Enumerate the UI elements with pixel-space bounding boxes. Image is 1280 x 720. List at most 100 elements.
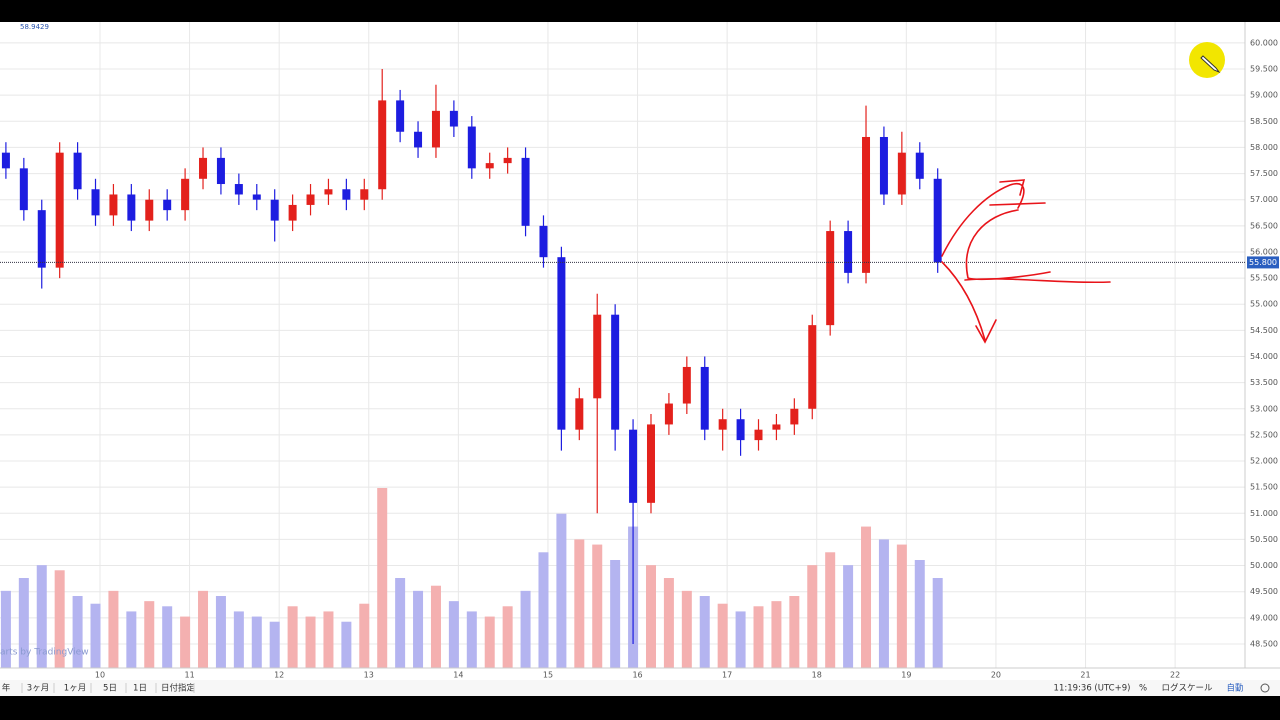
y-tick-label: 51.000 bbox=[1250, 509, 1278, 518]
candle-body bbox=[19, 168, 28, 211]
volume-bar bbox=[359, 603, 370, 668]
y-tick-label: 49.500 bbox=[1250, 587, 1278, 596]
toolbar bbox=[0, 680, 1280, 696]
volume-bar bbox=[287, 606, 298, 668]
range-button[interactable]: 3ヶ月 bbox=[27, 684, 49, 694]
annotation bbox=[941, 179, 1111, 344]
y-tick-label: 53.000 bbox=[1250, 404, 1278, 413]
y-tick-label: 50.500 bbox=[1250, 535, 1278, 544]
volume-bar bbox=[448, 601, 459, 668]
y-tick-label: 59.500 bbox=[1250, 65, 1278, 74]
toolbar-items: 年 3ヶ月 1ヶ月 5日 1日 日付指定 11:19:36 (UTC+9)% ログスケール 自動 bbox=[2, 683, 1270, 694]
candle-body bbox=[682, 366, 691, 404]
y-tick-label: 56.000 bbox=[1250, 247, 1278, 256]
volume-bar bbox=[735, 611, 746, 668]
pencil-cursor bbox=[1200, 55, 1221, 74]
watermark: arts by TradingView bbox=[0, 648, 89, 658]
candle-body bbox=[808, 325, 817, 409]
volume-bar bbox=[574, 539, 585, 668]
volume-bar bbox=[861, 526, 872, 668]
volume-bar bbox=[323, 611, 334, 668]
volume-bar bbox=[233, 611, 244, 668]
chart-panel bbox=[0, 22, 1280, 696]
range-button[interactable]: 5日 bbox=[103, 684, 117, 694]
volume-bar bbox=[413, 590, 424, 668]
log-scale-button[interactable]: ログスケール bbox=[1161, 683, 1213, 694]
candle-body bbox=[396, 100, 405, 132]
y-tick-label: 52.000 bbox=[1250, 457, 1278, 466]
candle-body bbox=[342, 189, 351, 200]
range-button[interactable]: 年 bbox=[2, 683, 11, 694]
volume-bar bbox=[932, 578, 943, 668]
candle-body bbox=[844, 231, 853, 273]
candle-body bbox=[718, 419, 727, 430]
volume-bar bbox=[198, 590, 209, 668]
candle-body bbox=[55, 152, 64, 268]
candle-body bbox=[252, 194, 261, 200]
candle-body bbox=[145, 199, 154, 221]
candle-body bbox=[700, 366, 709, 430]
x-tick-label: 10 bbox=[95, 671, 105, 680]
volume-bar bbox=[843, 565, 854, 668]
candle-body bbox=[879, 136, 888, 195]
candle-body bbox=[646, 424, 655, 503]
volume-bar bbox=[825, 552, 836, 668]
volume-bar bbox=[377, 488, 388, 668]
x-tick-label: 19 bbox=[901, 671, 911, 680]
candle-body bbox=[199, 157, 208, 179]
volume-bar bbox=[90, 603, 101, 668]
volume-bar bbox=[341, 621, 352, 668]
settings-button[interactable] bbox=[1260, 683, 1270, 693]
volume-bar bbox=[215, 596, 226, 668]
volume-bar bbox=[699, 596, 710, 668]
y-tick-label: 54.500 bbox=[1250, 326, 1278, 335]
candle-body bbox=[360, 189, 369, 200]
candle-body bbox=[736, 419, 745, 441]
volume-bar bbox=[72, 596, 83, 668]
candle-body bbox=[109, 194, 118, 216]
candle-body bbox=[611, 314, 620, 430]
volume-bar bbox=[520, 590, 531, 668]
volume-bar bbox=[54, 570, 65, 668]
volume-layer bbox=[0, 488, 943, 668]
percent-button[interactable]: % bbox=[1139, 684, 1147, 694]
volume-bar bbox=[180, 616, 191, 668]
volume-bar bbox=[430, 585, 441, 668]
volume-bar bbox=[126, 611, 137, 668]
annotation-arrowhead bbox=[999, 179, 1026, 196]
candle-body bbox=[306, 194, 315, 205]
volume-bar bbox=[538, 552, 549, 668]
auto-button[interactable]: 自動 bbox=[1226, 683, 1243, 694]
x-tick-label: 15 bbox=[543, 671, 553, 680]
candle-body bbox=[216, 157, 225, 185]
volume-bar bbox=[663, 578, 674, 668]
range-button[interactable]: 日付指定 bbox=[161, 683, 196, 694]
y-tick-label: 49.000 bbox=[1250, 613, 1278, 622]
y-tick-label: 58.000 bbox=[1250, 143, 1278, 152]
candle-body bbox=[414, 131, 423, 148]
volume-bar bbox=[789, 596, 800, 668]
x-tick-label: 17 bbox=[722, 671, 732, 680]
volume-bar bbox=[162, 606, 173, 668]
x-tick-label: 18 bbox=[812, 671, 822, 680]
candle-body bbox=[378, 100, 387, 190]
volume-bar bbox=[878, 539, 889, 668]
annotation-curve bbox=[965, 209, 1051, 281]
range-button[interactable]: 1日 bbox=[133, 684, 147, 694]
volume-bar bbox=[645, 565, 656, 668]
candle-body bbox=[73, 152, 82, 190]
volume-bar bbox=[681, 590, 692, 668]
range-button[interactable]: 1ヶ月 bbox=[64, 684, 86, 694]
candle-body bbox=[539, 225, 548, 258]
y-tick-label: 52.500 bbox=[1250, 430, 1278, 439]
last-price-label: 55.800 bbox=[1249, 258, 1277, 267]
candle-body bbox=[91, 189, 100, 216]
candle-body bbox=[270, 199, 279, 221]
y-tick-label: 56.500 bbox=[1250, 221, 1278, 230]
y-tick-label: 55.500 bbox=[1250, 274, 1278, 283]
volume-bar bbox=[610, 560, 621, 668]
volume-bar bbox=[36, 565, 47, 668]
y-tick-label: 53.500 bbox=[1250, 378, 1278, 387]
volume-bar bbox=[753, 606, 764, 668]
